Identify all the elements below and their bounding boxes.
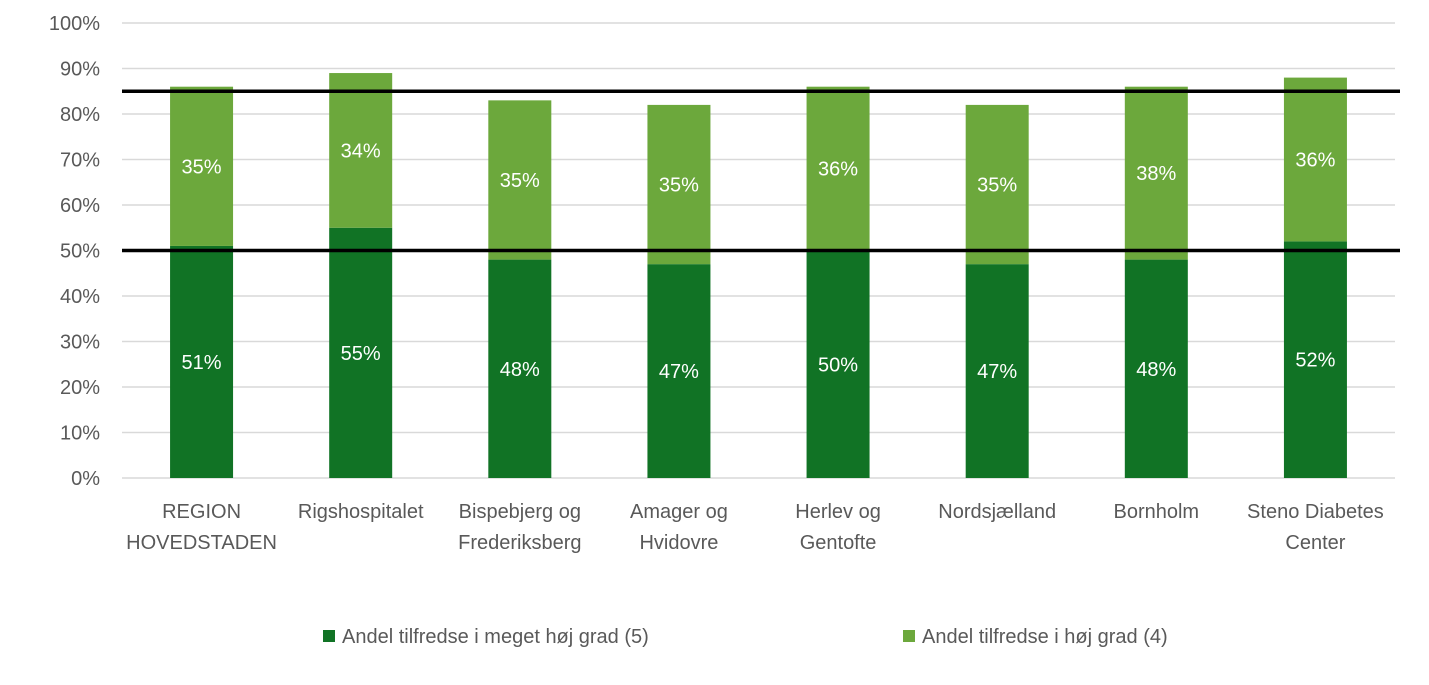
x-category-label: Frederiksberg [458,532,581,554]
legend-swatch [323,630,335,642]
data-label: 35% [977,175,1017,197]
data-label: 47% [977,361,1017,383]
data-label: 52% [1295,350,1335,372]
y-axis-tick-labels: 0% 10% 20% 30% 40% 50% 60% 70% 80% 90% 100% [49,13,100,490]
y-tick-label: 80% [60,104,100,126]
x-category-label: Nordsjælland [938,501,1056,523]
data-label: 48% [500,359,540,381]
x-category-label: HOVEDSTADEN [126,532,277,554]
bar-segment-series-0 [1283,241,1347,478]
bar-segment-series-0 [965,264,1029,478]
x-category-label: Amager og [630,501,728,523]
y-tick-label: 20% [60,377,100,399]
x-category-label: Herlev og [795,501,881,523]
legend: Andel tilfredse i meget høj grad (5) Ande… [323,626,1168,648]
reference-lines [122,89,1400,253]
x-category-label: Bornholm [1114,501,1200,523]
bar-segment-series-0 [329,227,393,478]
x-category-label: Rigshospitalet [298,501,424,523]
data-label: 34% [341,140,381,162]
legend-label: Andel tilfredse i høj grad (4) [922,626,1168,648]
bar-segment-series-1 [1283,77,1347,242]
data-label: 47% [659,361,699,383]
bar-segment-series-1 [170,86,234,246]
x-category-label: Gentofte [800,532,877,554]
y-tick-label: 70% [60,150,100,172]
data-label: 36% [818,159,858,181]
y-tick-label: 40% [60,286,100,308]
data-label: 50% [818,354,858,376]
x-category-label: Hvidovre [639,532,718,554]
y-tick-label: 30% [60,332,100,354]
data-label: 48% [1136,359,1176,381]
bar-segment-series-1 [647,104,711,265]
bar-segment-series-1 [806,86,870,251]
bar-segment-series-1 [1124,86,1188,260]
bar-segment-series-0 [647,264,711,478]
data-label: 51% [182,352,222,374]
data-label: 35% [659,175,699,197]
y-tick-label: 50% [60,241,100,263]
data-label: 35% [182,156,222,178]
bar-segment-series-1 [488,100,552,260]
data-label: 55% [341,343,381,365]
y-tick-label: 90% [60,59,100,81]
y-tick-label: 100% [49,13,100,35]
x-category-label: REGION [162,501,241,523]
bar-segment-series-0 [488,259,552,478]
y-tick-label: 10% [60,423,100,445]
bar-segment-series-1 [329,73,393,228]
y-tick-label: 60% [60,195,100,217]
bar-segment-series-0 [806,250,870,478]
legend-swatch [903,630,915,642]
data-label: 38% [1136,163,1176,185]
data-label: 36% [1295,150,1335,172]
x-axis-category-labels: REGION HOVEDSTADEN Rigshospitalet Bispebjer… [126,501,1384,554]
bar-segment-series-0 [1124,259,1188,478]
bars: 51% 35% 55% 34% 48% 35% 47% 35% 50% 36% 47% 35% 48% 3… [170,73,1347,478]
data-label: 35% [500,170,540,192]
y-tick-label: 0% [71,468,100,490]
x-category-label: Bispebjerg og [459,501,581,523]
bar-segment-series-0 [170,245,234,478]
bar-segment-series-1 [965,104,1029,265]
legend-label: Andel tilfredse i meget høj grad (5) [342,626,649,648]
x-category-label: Steno Diabetes [1247,501,1384,523]
x-category-label: Center [1285,532,1345,554]
